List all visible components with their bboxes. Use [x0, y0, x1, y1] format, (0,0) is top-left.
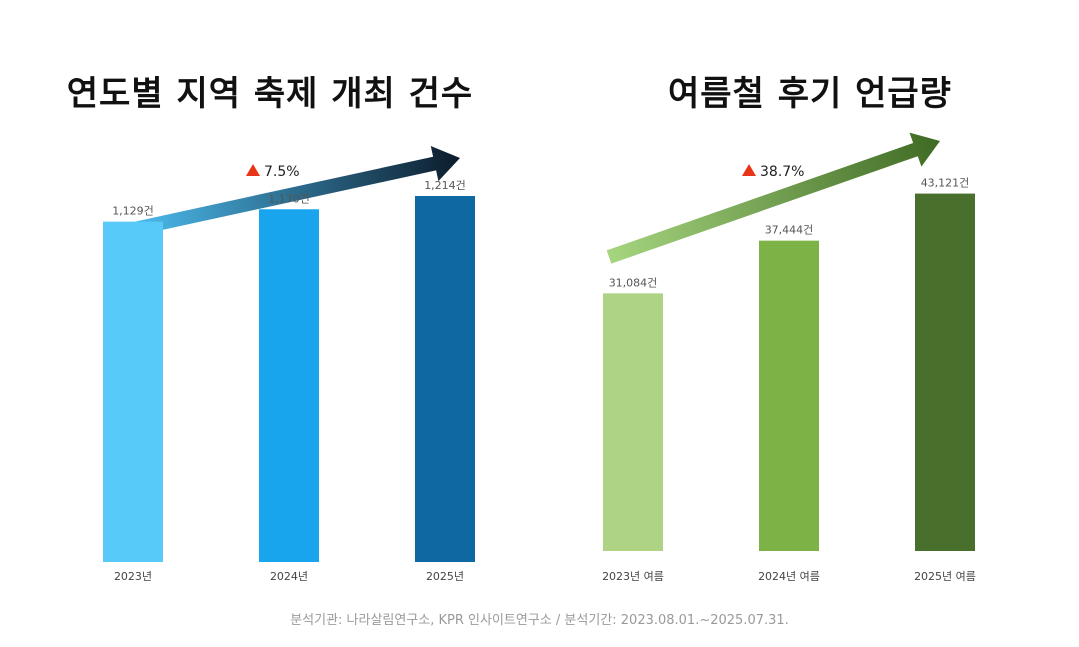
up-triangle-icon: [246, 164, 260, 176]
growth-label: 38.7%: [760, 164, 804, 180]
category-label: 2023년: [114, 570, 152, 583]
growth-label: 7.5%: [264, 164, 300, 180]
chart-reviews: 38.7% 31,084건 2023년 여름 37,444건 2024년 여름 43,12…: [602, 132, 976, 583]
value-label: 1,170건: [268, 192, 310, 205]
chart-title: 연도별 지역 축제 개최 건수: [66, 74, 474, 114]
value-label: 1,129건: [112, 205, 154, 218]
value-label: 1,214건: [424, 179, 466, 192]
chart-panel-reviews: 여름철 후기 언급량 38.7% 31,084건 2023년 여름 37,444건 20…: [540, 0, 1079, 600]
category-label: 2024년 여름: [758, 570, 820, 583]
growth-arrow: [606, 132, 941, 264]
bar: [603, 293, 663, 551]
bar: [415, 196, 475, 563]
bar: [259, 209, 319, 562]
chart-panel-festivals: 연도별 지역 축제 개최 건수 7.5% 1,129건 2023년 1,170건 202…: [0, 0, 540, 600]
category-label: 2025년: [426, 570, 464, 583]
value-label: 31,084건: [609, 276, 658, 289]
bar: [103, 221, 163, 562]
bar: [759, 240, 819, 551]
category-label: 2025년 여름: [914, 570, 976, 583]
value-label: 37,444건: [765, 224, 814, 237]
source-note: 분석기관: 나라살림연구소, KPR 인사이트연구소 / 분석기간: 2023.…: [290, 613, 789, 628]
chart-festivals: 7.5% 1,129건 2023년 1,170건 2024년 1,214건 2025년: [103, 145, 475, 583]
category-label: 2024년: [270, 570, 308, 583]
value-label: 43,121건: [921, 177, 970, 190]
growth-arrow: [118, 145, 461, 239]
chart-title: 여름철 후기 언급량: [668, 74, 952, 114]
up-triangle-icon: [742, 164, 756, 176]
category-label: 2023년 여름: [602, 570, 664, 583]
bar: [915, 193, 975, 551]
